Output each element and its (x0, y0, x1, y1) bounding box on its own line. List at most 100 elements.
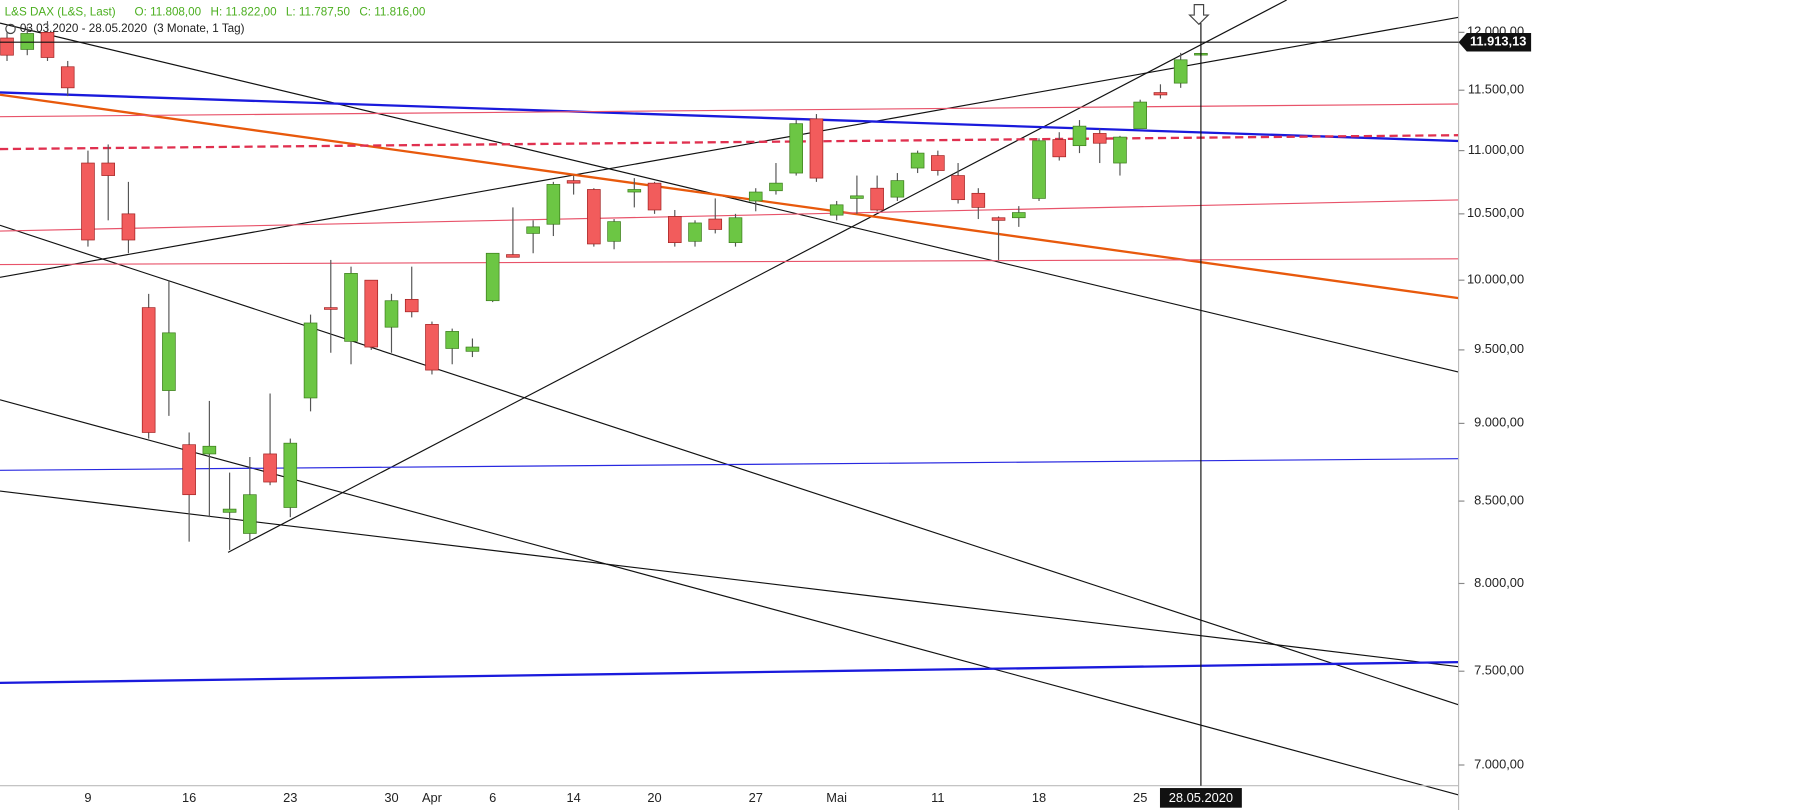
candle-body (81, 162, 95, 241)
trend-line (0, 134, 1459, 151)
candle-body (485, 252, 500, 302)
candle-body (40, 32, 55, 58)
candle-body (587, 189, 601, 245)
x-tick-label: 18 (1032, 790, 1046, 805)
ohlc-value: O: 11.808,00 (135, 6, 202, 19)
trend-line (0, 458, 1459, 471)
candle-body (931, 155, 945, 171)
y-tick-label: 9.000,00 (1474, 415, 1524, 430)
candle-body (870, 187, 884, 211)
trend-line (0, 258, 1459, 266)
x-tick-label: 16 (182, 790, 196, 805)
y-tick-label: 7.500,00 (1474, 663, 1524, 678)
candle-body (748, 191, 763, 202)
last-price-tag (1458, 32, 1532, 52)
y-tick-label: 10.500,00 (1467, 205, 1524, 220)
marker-arrow (1188, 4, 1210, 26)
trend-line (0, 103, 1459, 118)
trend-line (227, 0, 1287, 553)
candle-body (141, 307, 156, 433)
candle-body (1012, 212, 1026, 219)
candle-body (364, 279, 379, 348)
candle-body (425, 324, 439, 371)
candle-body (162, 332, 176, 391)
candle-body (445, 331, 459, 349)
legend: L&S DAX (L&S, Last) 03.03.2020 - 28.05.2… (5, 6, 426, 35)
crosshair-label-bg (1159, 788, 1242, 808)
x-tick-label: 27 (749, 790, 763, 805)
candle-body (951, 175, 965, 201)
y-tick-label: 9.500,00 (1474, 341, 1524, 356)
candle-body (971, 192, 986, 208)
x-tick-label: Mai (826, 790, 847, 805)
y-tick-label: 11.500,00 (1468, 82, 1524, 97)
candle-body (121, 213, 136, 241)
candle-body (20, 33, 35, 50)
y-tick-label: 8.500,00 (1474, 493, 1524, 508)
x-tick-label: 20 (647, 790, 661, 805)
chart-title: L&S DAX (L&S, Last) (5, 6, 116, 19)
candle-body (0, 37, 14, 56)
candle-body (1092, 133, 1107, 144)
candle-body (263, 453, 277, 483)
candle-body (1032, 140, 1046, 199)
candle-body (566, 180, 581, 184)
ohlc-value: L: 11.787,50 (286, 6, 350, 19)
candle-body (728, 217, 743, 243)
x-tick-label: Apr (422, 790, 443, 805)
y-tick-label: 11.000,00 (1468, 142, 1524, 157)
candle-body (1173, 59, 1188, 84)
clock-icon (5, 23, 16, 35)
candle-body (647, 182, 662, 211)
x-tick-label: 6 (489, 790, 496, 805)
candle-body (627, 189, 642, 193)
trend-lines (0, 0, 1459, 796)
candle-body (809, 118, 824, 179)
y-tick-label: 7.000,00 (1474, 756, 1524, 771)
candle-body (384, 300, 399, 328)
candle-body (506, 254, 520, 258)
candle-body (324, 307, 338, 310)
trend-line (0, 91, 1459, 143)
candle-body (182, 444, 196, 496)
ohlc-value: H: 11.822,00 (211, 6, 277, 19)
trend-line (0, 93, 1459, 300)
candle-body (1133, 101, 1147, 129)
candle-body (202, 445, 217, 455)
last-price-label: 11.913,13 (1470, 34, 1526, 49)
candle-body (344, 273, 358, 342)
x-tick-label: 9 (84, 790, 91, 805)
x-tick-label: 25 (1133, 790, 1147, 805)
trend-line (0, 399, 1459, 796)
trend-line (0, 16, 1459, 278)
y-tick-label: 10.000,00 (1467, 272, 1524, 287)
candle-body (789, 123, 803, 174)
x-tick-label: 30 (384, 790, 398, 805)
candle-body (769, 182, 783, 192)
candle-body (526, 226, 540, 234)
candle-body (708, 218, 723, 230)
candle-body (890, 180, 905, 198)
y-tick-label: 8.000,00 (1474, 575, 1524, 590)
ohlc-value: C: 11.816,00 (359, 6, 425, 19)
candle-body (1052, 139, 1067, 158)
period: (3 Monate, 1 Tag) (153, 22, 244, 35)
x-tick-label: 23 (283, 790, 297, 805)
candle-body (1113, 136, 1127, 164)
candle-body (283, 442, 298, 508)
candle-body (991, 217, 1006, 221)
subtitle: 03.03.2020 - 28.05.2020 (20, 22, 147, 35)
trend-line (0, 490, 1459, 668)
candle-body (101, 162, 115, 176)
candle-body (1153, 92, 1168, 96)
x-tick-label: 11 (931, 790, 944, 805)
candle-body (1072, 125, 1087, 147)
candle-body (668, 216, 682, 243)
candle-body (910, 152, 925, 169)
trend-line (0, 199, 1459, 232)
candle-body (546, 184, 561, 225)
candle-body (404, 298, 419, 313)
trend-line (0, 660, 1459, 685)
candle-body (303, 322, 318, 399)
